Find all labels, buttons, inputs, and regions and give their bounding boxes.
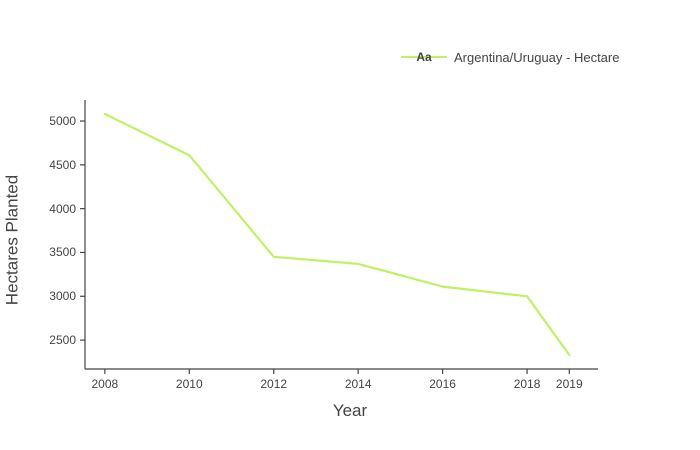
y-tick-label: 3500: [49, 245, 76, 260]
series-line[interactable]: [103, 112, 571, 357]
y-tick-label: 4500: [49, 157, 76, 172]
x-tick-label: 2019: [555, 377, 583, 391]
x-tick-label: 2008: [91, 377, 119, 391]
x-tick-label: 2018: [513, 377, 541, 391]
x-tick-label: 2010: [175, 377, 203, 391]
legend-line-icon: [401, 56, 447, 58]
y-tick-label: 4000: [49, 201, 76, 216]
legend[interactable]: Aa Argentina/Uruguay - Hectare: [401, 48, 619, 66]
legend-series-label: Argentina/Uruguay - Hectare: [454, 49, 620, 65]
y-tick-label: 5000: [49, 114, 76, 129]
x-tick-label: 2016: [429, 377, 456, 391]
x-tick-label: 2014: [344, 377, 372, 391]
y-axis-title: Hectares Planted: [2, 174, 22, 306]
y-tick-label: 2500: [49, 333, 76, 348]
x-tick-label: 2012: [260, 377, 288, 391]
legend-sample-text: Aa: [416, 50, 432, 64]
x-axis-title: Year: [332, 401, 368, 420]
legend-line-sample: Aa: [401, 48, 447, 66]
y-tick-label: 3000: [49, 289, 76, 304]
